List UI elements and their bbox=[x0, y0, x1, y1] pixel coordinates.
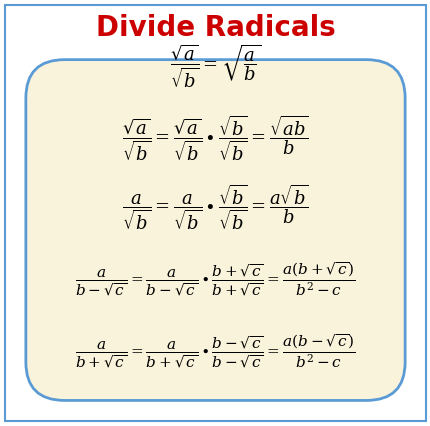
Text: $\dfrac{a}{b+\sqrt{c}} = \dfrac{a}{b+\sqrt{c}}\bullet\dfrac{b-\sqrt{c}}{b-\sqrt{: $\dfrac{a}{b+\sqrt{c}} = \dfrac{a}{b+\sq… bbox=[75, 333, 355, 370]
FancyBboxPatch shape bbox=[26, 60, 404, 400]
Text: $\dfrac{a}{\sqrt{b}} = \dfrac{a}{\sqrt{b}}\bullet\dfrac{\sqrt{b}}{\sqrt{b}} = \d: $\dfrac{a}{\sqrt{b}} = \dfrac{a}{\sqrt{b… bbox=[122, 181, 308, 232]
Text: Divide Radicals: Divide Radicals bbox=[95, 14, 335, 42]
Text: $\dfrac{a}{b-\sqrt{c}} = \dfrac{a}{b-\sqrt{c}}\bullet\dfrac{b+\sqrt{c}}{b+\sqrt{: $\dfrac{a}{b-\sqrt{c}} = \dfrac{a}{b-\sq… bbox=[75, 260, 355, 298]
Text: $\dfrac{\sqrt{a}}{\sqrt{b}} = \sqrt{\dfrac{a}{b}}$: $\dfrac{\sqrt{a}}{\sqrt{b}} = \sqrt{\dfr… bbox=[169, 43, 261, 89]
Text: $\dfrac{\sqrt{a}}{\sqrt{b}} = \dfrac{\sqrt{a}}{\sqrt{b}}\bullet\dfrac{\sqrt{b}}{: $\dfrac{\sqrt{a}}{\sqrt{b}} = \dfrac{\sq… bbox=[122, 113, 308, 164]
